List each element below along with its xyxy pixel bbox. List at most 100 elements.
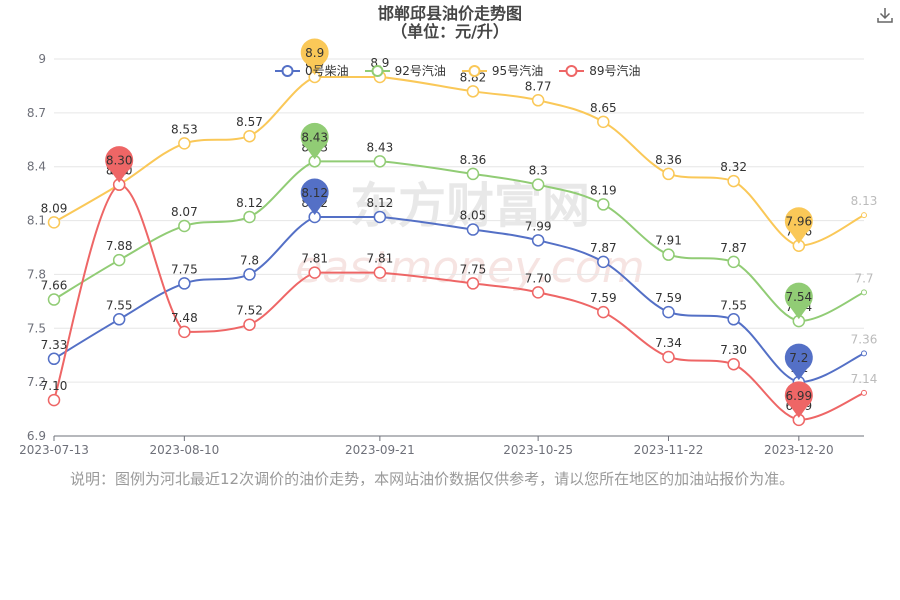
- data-label: 8.19: [590, 183, 617, 197]
- pin-label: 6.99: [785, 389, 812, 403]
- data-label: 7.55: [106, 298, 133, 312]
- value-pin: 6.99: [784, 381, 813, 418]
- x-tick-label: 2023-11-22: [634, 443, 704, 457]
- data-point: [243, 318, 256, 331]
- data-point: [531, 178, 545, 191]
- data-label: 8.05: [460, 209, 487, 223]
- pin-shape: [105, 146, 134, 183]
- y-tick-label: 8.7: [27, 106, 46, 120]
- data-point: [861, 289, 867, 296]
- pin-shape: [784, 343, 813, 381]
- pin-shape: [784, 207, 813, 244]
- data-label: 8.57: [236, 115, 263, 129]
- value-pin: 8.43: [300, 122, 329, 160]
- legend-label: 92号汽油: [394, 64, 446, 78]
- data-label: 8.36: [460, 153, 487, 167]
- pin-shape: [300, 38, 329, 75]
- chart-legend: 0号柴油 92号汽油 95号汽油 89号汽油: [275, 62, 640, 79]
- data-point: [243, 210, 256, 224]
- data-label: 7.70: [525, 271, 552, 285]
- data-point: [531, 286, 545, 299]
- data-point: [662, 248, 675, 261]
- data-point: [466, 167, 480, 181]
- value-pin: 7.54: [784, 282, 813, 320]
- data-label: 8.82: [460, 70, 487, 84]
- data-label: 7.30: [720, 343, 747, 357]
- y-tick-label: 8.1: [27, 214, 46, 228]
- data-point: [373, 210, 387, 224]
- legend-item[interactable]: 89号汽油: [559, 62, 640, 79]
- data-label: 7.75: [171, 262, 198, 276]
- data-point: [662, 167, 675, 181]
- y-tick-label: 6.9: [27, 429, 46, 443]
- data-label: 7.99: [525, 219, 552, 233]
- data-point: [727, 313, 740, 326]
- data-label: 8.12: [236, 196, 263, 210]
- chart-subtitle: （单位：元/升）: [391, 22, 509, 41]
- data-point: [243, 129, 256, 143]
- legend-item[interactable]: 0号柴油: [275, 62, 349, 79]
- x-tick-label: 2023-09-21: [345, 443, 415, 457]
- data-point: [47, 216, 61, 229]
- pin-label: 8.43: [301, 130, 328, 144]
- data-label: 7.81: [367, 252, 394, 266]
- legend-line-icon: [275, 64, 300, 77]
- pin-shape: [300, 178, 329, 215]
- data-label: 8.13: [851, 194, 878, 208]
- data-point: [373, 266, 387, 279]
- data-point: [178, 325, 191, 339]
- data-label: 8.09: [41, 201, 68, 215]
- data-label: 7.52: [236, 304, 263, 318]
- data-point: [308, 266, 321, 279]
- legend-label: 89号汽油: [589, 64, 641, 78]
- y-tick-label: 7.2: [27, 375, 46, 389]
- data-label: 8.07: [171, 205, 198, 219]
- legend-line-icon: [559, 64, 585, 77]
- data-point: [727, 174, 740, 188]
- data-point: [531, 94, 545, 107]
- data-point: [47, 352, 61, 366]
- legend-line-icon: [461, 64, 487, 77]
- data-point: [727, 357, 740, 371]
- data-point: [662, 350, 675, 364]
- data-point: [178, 219, 191, 233]
- value-pin: 8.12: [300, 178, 329, 215]
- legend-line-icon: [364, 64, 390, 77]
- data-label: 8.43: [367, 140, 394, 154]
- data-label: 7.88: [106, 239, 133, 253]
- data-point: [47, 393, 61, 407]
- chart-title: 邯郸邱县油价走势图: [377, 4, 522, 23]
- data-label: 7.33: [41, 338, 68, 352]
- pin-label: 8.9: [305, 46, 324, 60]
- pin-label: 7.54: [785, 290, 812, 304]
- data-label: 7.36: [851, 332, 878, 346]
- legend-item[interactable]: 95号汽油: [461, 62, 543, 79]
- pin-label: 8.30: [106, 154, 133, 168]
- pin-shape: [784, 282, 813, 320]
- data-label: 7.75: [460, 262, 487, 276]
- data-point: [373, 155, 387, 168]
- x-tick-label: 2023-12-20: [764, 443, 834, 457]
- legend-label: 0号柴油: [305, 64, 349, 78]
- value-pin: 7.2: [784, 343, 813, 381]
- x-tick-label: 2023-07-13: [19, 443, 89, 457]
- value-pin: 8.9: [300, 38, 329, 75]
- data-point: [662, 305, 675, 319]
- data-label: 7.7: [854, 271, 873, 285]
- data-point: [727, 255, 740, 269]
- pin-shape: [300, 122, 329, 160]
- data-point: [597, 198, 610, 211]
- data-label: 8.12: [367, 196, 394, 210]
- data-label: 8.3: [529, 164, 548, 178]
- data-point: [466, 85, 480, 98]
- data-label: 8.77: [525, 79, 552, 93]
- footnote: 说明：图例为河北最近12次调价的油价走势，本网站油价数据仅供参考，请以您所在地区…: [70, 470, 795, 488]
- data-label: 8.36: [655, 153, 682, 167]
- data-point: [178, 277, 191, 290]
- data-label: 7.10: [41, 379, 68, 393]
- x-tick-label: 2023-10-25: [503, 443, 573, 457]
- download-icon[interactable]: [876, 6, 894, 24]
- pin-label: 8.12: [301, 186, 328, 200]
- legend-item[interactable]: 92号汽油: [364, 62, 446, 79]
